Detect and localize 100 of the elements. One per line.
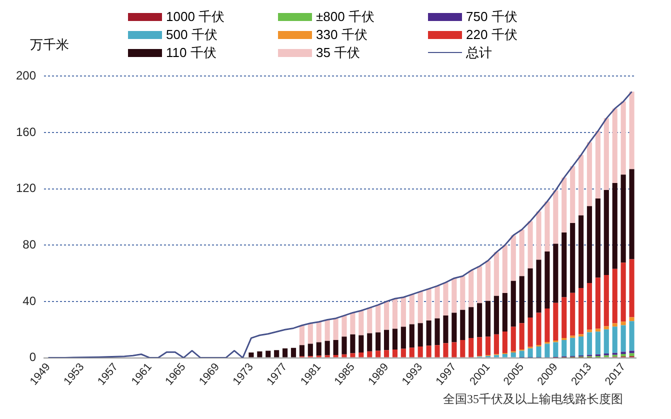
bar [494,252,499,296]
bar [367,351,372,358]
bar [392,349,398,358]
bar [367,333,372,352]
bar [629,317,634,322]
bar [604,329,609,354]
bar [528,268,533,318]
bar [333,354,338,358]
bar [299,345,304,356]
bar [358,352,364,358]
bar [400,348,406,358]
bar [409,294,414,324]
bar [308,344,313,356]
bar [586,142,592,206]
bar [384,301,390,330]
bar [528,318,533,347]
bar [418,323,423,347]
bar [494,334,499,354]
bar [604,190,609,275]
bar [595,278,600,329]
legend-label: 35 千伏 [316,44,360,62]
bar [528,348,533,358]
bar [519,276,524,324]
bar [452,342,457,358]
bar [418,292,423,324]
legend-label: 330 千伏 [316,26,368,44]
bar [536,312,542,345]
bar [562,232,567,298]
bar [502,245,508,294]
bar [477,303,482,338]
bar [570,338,576,356]
bar [578,154,584,216]
bar [460,276,466,310]
bar [536,260,542,313]
bar [468,270,474,308]
bar [586,206,592,284]
bar [392,298,398,329]
bar [620,174,626,263]
bar [350,312,356,334]
bar [578,288,584,334]
bar [494,296,499,334]
y-tick-label: 40 [22,294,36,308]
bar [604,326,609,330]
bar [452,312,457,342]
bar [595,332,600,354]
bar [595,198,600,278]
bar [510,352,516,358]
bar [342,316,347,337]
bar [299,325,304,346]
y-tick-label: 200 [16,68,36,83]
bar [586,283,592,330]
bar [629,353,634,356]
bar [553,190,558,244]
bar [452,278,457,313]
y-tick-label: 0 [29,350,36,364]
bar [620,262,626,322]
bar [376,304,381,332]
bar [612,183,618,269]
bar [282,348,288,358]
bar [536,211,542,260]
bar [629,259,634,318]
bar [510,326,516,352]
bar [553,342,558,358]
bar [460,340,466,358]
bar [376,350,381,358]
bar [443,282,448,316]
bar [367,308,372,334]
bar [257,351,262,358]
bar [562,178,567,232]
bar [528,221,533,268]
bar [409,348,414,358]
bar [510,235,516,281]
bar [248,352,254,358]
bar [333,340,338,355]
y-axis-title: 万千米 [30,36,69,54]
y-tick-label: 120 [16,181,36,196]
bar [562,340,567,356]
bar [342,354,347,358]
bar [578,336,584,356]
bar [477,337,482,356]
bar [485,336,491,356]
bar [350,353,356,358]
bar [342,336,347,354]
bar [570,292,576,336]
bar [434,345,440,358]
bar [519,230,524,276]
bar [604,118,609,190]
y-tick-label: 160 [16,124,36,139]
bar [586,330,592,332]
bar [274,350,280,358]
bar [290,348,296,358]
bar [544,251,550,308]
bar [612,108,618,184]
bar [510,280,516,327]
bar [536,346,542,358]
bar [553,244,558,303]
bar [620,322,626,326]
bar [544,308,550,342]
bar [392,328,398,350]
bar [604,274,609,326]
